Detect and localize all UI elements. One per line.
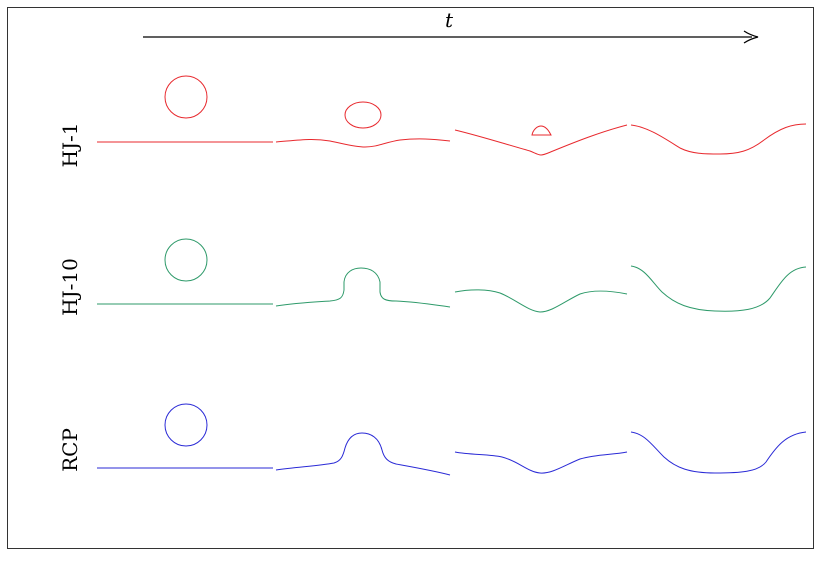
interface-hj-10-frame-2 xyxy=(275,267,451,308)
bubble-hj-1-frame-2 xyxy=(344,101,382,129)
row-label-hj-1: HJ-1 xyxy=(58,123,82,168)
interface-hj-1-frame-3 xyxy=(454,124,628,156)
interface-rcp-frame-2 xyxy=(275,432,451,476)
interface-rcp-frame-3 xyxy=(454,451,628,474)
time-arrow: t xyxy=(143,8,759,44)
bubble-hj-10-frame-1 xyxy=(164,238,208,282)
time-arrow-head xyxy=(743,30,759,44)
interface-hj-10-frame-4 xyxy=(630,265,807,312)
row-label-hj-10: HJ-10 xyxy=(58,258,82,316)
time-axis-label: t xyxy=(445,8,454,32)
bubble-hj-1-frame-1 xyxy=(164,75,208,119)
interface-rcp-frame-4 xyxy=(630,431,807,474)
bubble-rcp-frame-1 xyxy=(164,403,208,447)
interface-hj-10-frame-3 xyxy=(454,289,628,313)
figure-frame xyxy=(7,7,814,549)
row-rcp: RCP xyxy=(58,403,807,476)
interface-hj-1-frame-2 xyxy=(275,138,451,148)
row-label-rcp: RCP xyxy=(58,428,82,472)
bubble-hj-1-frame-3 xyxy=(531,125,552,136)
row-hj-10: HJ-10 xyxy=(58,238,807,316)
interface-hj-1-frame-4 xyxy=(630,123,807,155)
row-hj-1: HJ-1 xyxy=(58,75,807,168)
